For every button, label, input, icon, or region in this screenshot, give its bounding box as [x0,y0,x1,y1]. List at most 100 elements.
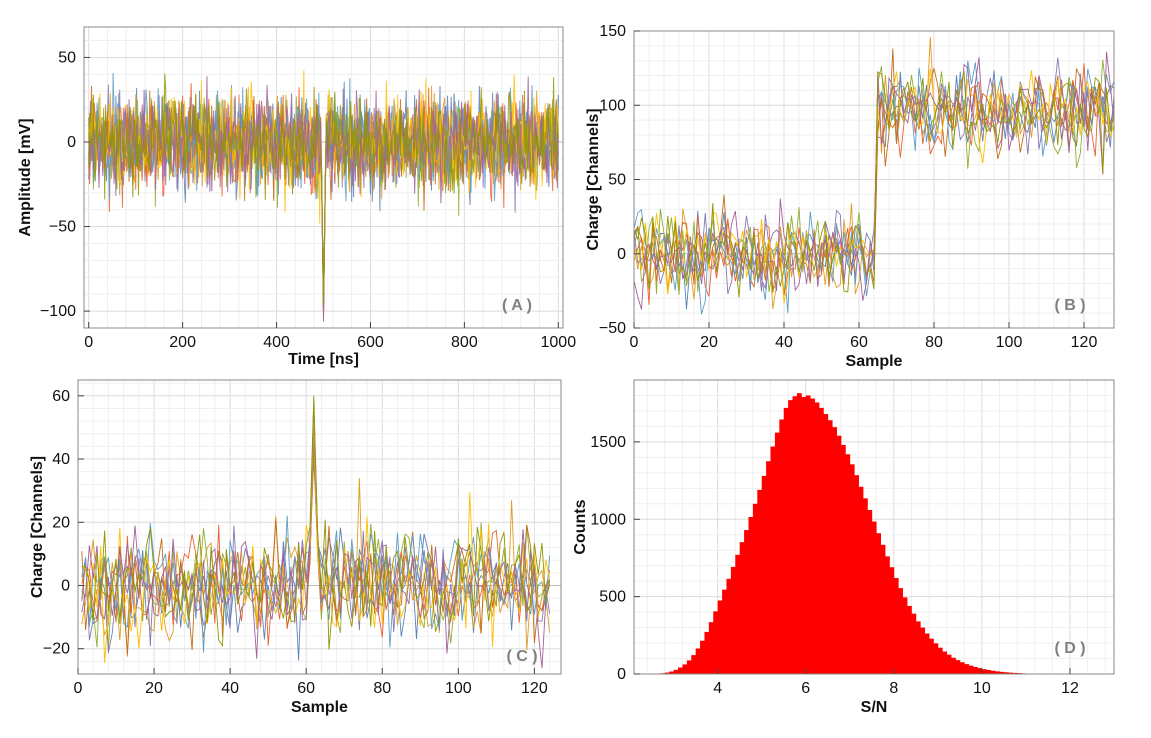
panel-b-ytick-label: 50 [608,172,626,189]
panel-b-xtick-label: 60 [850,334,868,351]
panel-d-bar-80 [1003,672,1009,674]
panel-c-pulse-charge: 0 20 40 60 80 100 120 −20 0 20 40 60 Sample Charge [C… [29,379,562,716]
panel-d-bar-77 [990,670,996,674]
panel-d-bar-56 [898,588,904,674]
panel-d-bar-76 [986,669,992,674]
panel-a-ylabel: Amplitude [mV] [17,118,34,236]
panel-d-bar-9 [691,655,697,674]
panel-c-trace-10 [81,395,551,650]
panel-d-bar-30 [783,407,789,674]
panel-d-bar-74 [977,668,983,674]
panel-a-tag: ( A ) [502,297,532,314]
panel-a-ytick-label: −50 [49,219,76,236]
panel-d-bar-4 [669,671,675,674]
panel-d-bar-51 [876,533,881,674]
panel-d-bar-11 [700,640,705,674]
panel-a-ytick-label: 0 [67,134,76,151]
panel-d-bar-59 [911,613,917,674]
panel-d-ticks: 4 6 8 10 12 0 500 1000 1500 [590,434,1079,697]
panel-b-trace-10 [633,70,1115,298]
panel-d-bar-7 [682,664,688,674]
panel-c-ticks: 0 20 40 60 80 100 120 −20 0 20 40 60 [43,388,548,697]
panel-d-bar-8 [686,660,692,674]
panel-c-series [81,395,551,669]
panel-d-bar-53 [885,556,890,674]
panel-d-bar-70 [959,662,965,674]
panel-d-bar-17 [726,578,732,674]
panel-d-bar-19 [735,554,741,674]
panel-d-bar-26 [766,461,771,674]
panel-d-bar-6 [678,667,683,674]
panel-d-xtick-label: 4 [713,680,722,697]
panel-d-bar-65 [937,647,943,674]
panel-a-xtick-label: 0 [84,334,93,351]
panel-d-bar-58 [907,605,912,674]
panel-c-xtick-label: 60 [297,680,315,697]
panel-d-bar-33 [796,393,802,674]
panel-d-bar-44 [845,454,851,674]
panel-a-ticks: 0 200 400 600 800 1000 −100 −50 0 50 [40,49,576,351]
panel-c-ytick-label: 60 [52,388,70,405]
panel-a-xtick-label: 200 [169,334,196,351]
panel-c-ytick-label: 20 [52,514,70,531]
panel-a-xtick-label: 600 [357,334,384,351]
panel-d-bar-72 [968,665,974,674]
panel-d-bar-73 [973,667,978,674]
panel-d-bar-12 [704,631,710,674]
panel-c-ylabel: Charge [Channels] [29,456,46,598]
panel-d-bar-47 [858,486,864,674]
panel-c-xtick-label: 120 [521,680,548,697]
panel-d-xtick-label: 12 [1061,680,1079,697]
panel-d-ytick-label: 1000 [590,511,626,528]
panel-d-bar-35 [805,395,811,674]
panel-d-frame [633,379,1115,675]
panel-d-bar-39 [823,414,829,674]
panel-d-bar-21 [744,530,749,674]
panel-b-xtick-label: 80 [925,334,943,351]
panel-b-ytick-label: 100 [599,97,626,114]
panel-d-bar-32 [792,396,798,674]
panel-d-bar-60 [915,621,921,674]
panel-a-ytick-label: 50 [58,49,76,66]
panel-d-bar-43 [840,444,846,674]
panel-d-bar-10 [695,648,701,674]
panel-d-bar-62 [924,633,930,674]
panel-d-bar-13 [708,622,714,674]
panel-d-bar-42 [836,435,842,674]
panel-d-bar-28 [774,432,780,674]
panel-d-bar-23 [752,503,758,674]
panel-d-bar-27 [770,446,776,674]
panel-b-xlabel: Sample [846,353,903,370]
panel-c-ytick-label: 40 [52,451,70,468]
panel-d-bar-75 [981,669,987,674]
panel-d-tag: ( D ) [1054,640,1085,657]
panel-d-bar-64 [933,643,939,674]
panel-d-bar-82 [1012,672,1018,674]
panel-a-frame [83,26,564,329]
panel-d-bar-71 [964,664,970,674]
panel-d-bar-22 [748,516,754,674]
panel-b-step-charge: 0 20 40 60 80 100 120−50050100150SampleCharge … [585,23,1115,370]
panel-c-tag: ( C ) [506,648,537,665]
panel-d-bar-78 [995,671,1000,674]
panel-d-bar-55 [893,578,899,674]
panel-b-ytick-label: −50 [599,320,626,337]
panel-d-bar-68 [951,657,956,674]
panel-b-xtick-label: 20 [700,334,718,351]
panel-d-sn-histogram: 4 6 8 10 12 0 500 1000 1500 S/N Counts ( D ) [572,379,1115,716]
panel-d-ytick-label: 500 [599,589,626,606]
panel-d-bar-67 [946,654,952,674]
panel-d-ytick-label: 0 [617,666,626,683]
panel-a-time-amplitude: 0 200 400 600 800 1000 −100 −50 0 50 Time [ns] Ampl… [17,26,576,368]
panel-b-xtick-label: 40 [775,334,793,351]
panel-c-xtick-label: 100 [445,680,472,697]
panel-d-bar-29 [779,419,785,674]
panel-d-bar-57 [902,597,908,674]
panel-d-bar-66 [942,651,948,674]
panel-d-bar-46 [854,475,859,674]
panel-d-bar-14 [713,611,719,674]
panel-d-bar-45 [849,464,855,674]
panel-b-ytick-label: 0 [617,246,626,263]
